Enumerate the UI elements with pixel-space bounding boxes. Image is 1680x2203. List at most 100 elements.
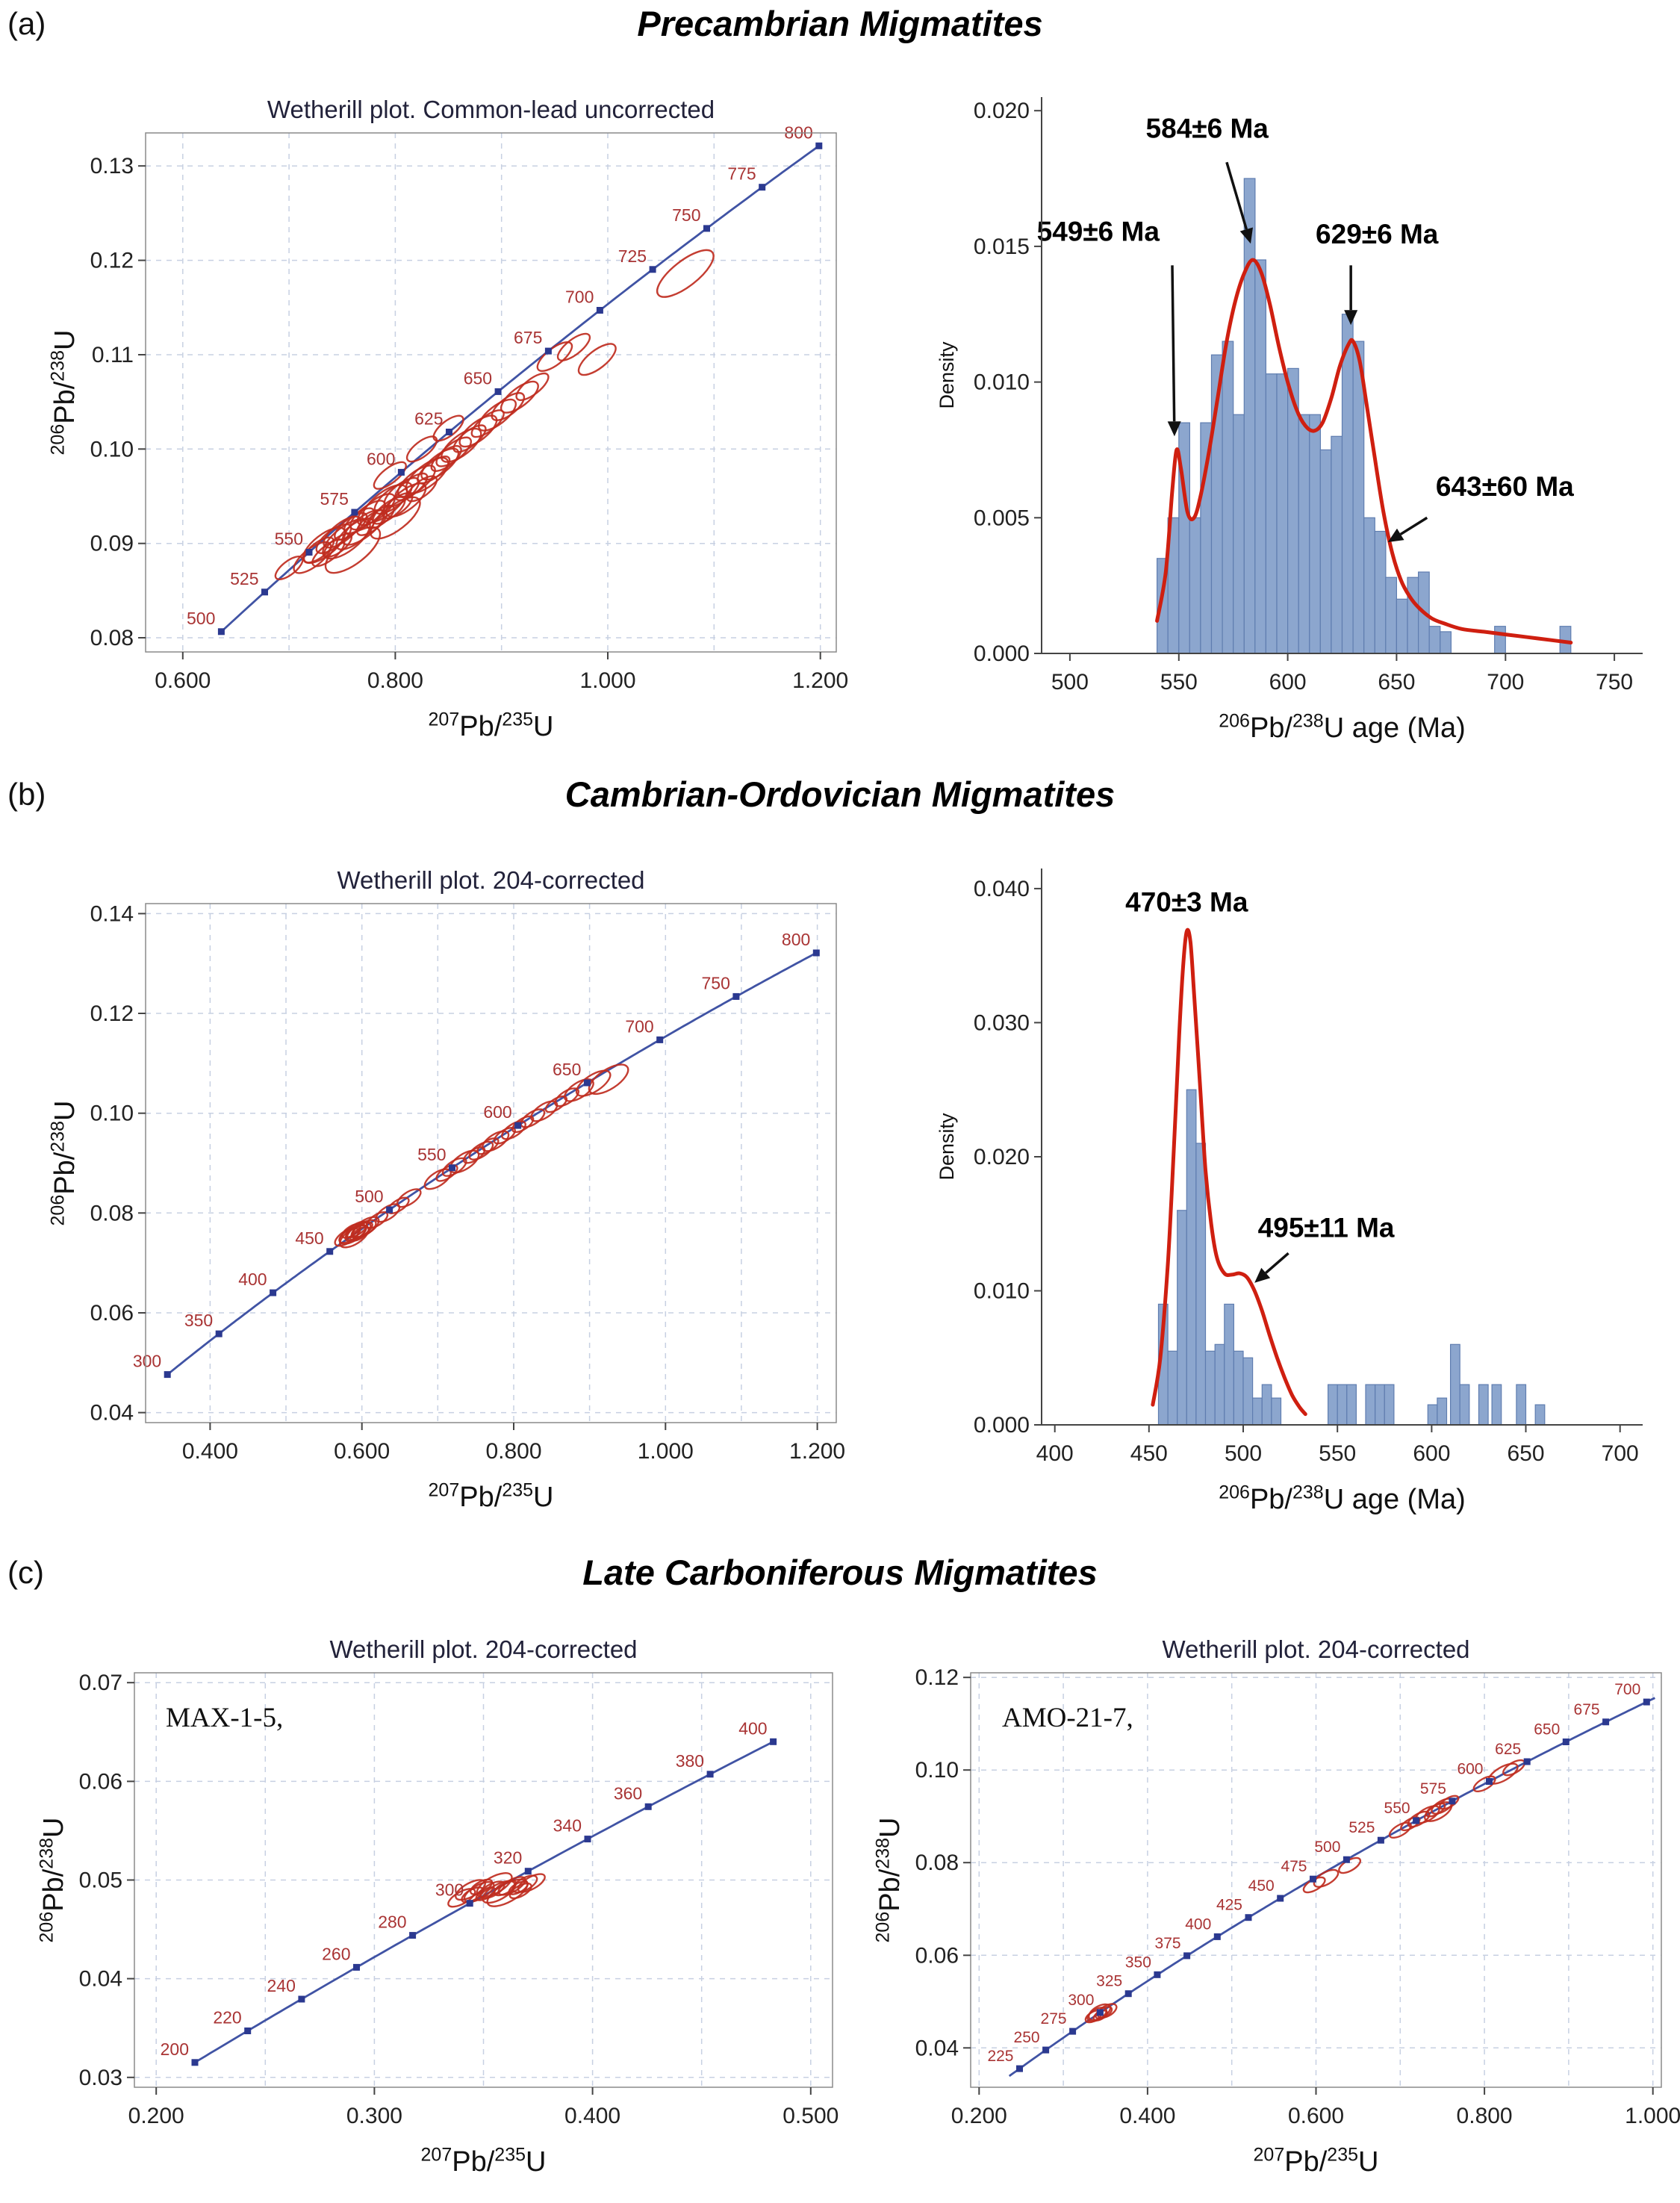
panel-title-late-carboniferous: Late Carboniferous Migmatites [582,1553,1098,1592]
svg-text:200: 200 [161,2039,189,2059]
svg-text:584±6 Ma: 584±6 Ma [1146,114,1269,144]
svg-text:350: 350 [1125,1954,1151,1971]
svg-text:470±3 Ma: 470±3 Ma [1125,886,1248,917]
svg-text:500: 500 [355,1187,383,1206]
svg-text:600: 600 [1457,1761,1483,1778]
y-axis-label: 206Pb/238U [47,330,81,456]
wetherill-plot-max-1-5: 200 220 240 260 280 300 320 340 360 380 400 Wetheri… [30,1628,851,2199]
svg-text:400: 400 [1036,1441,1074,1466]
svg-text:550: 550 [1384,1800,1410,1817]
chart-svg: 470±3 Ma 495±11 Ma 400 450 500 550 600 650 700 0.… [936,869,1643,1515]
svg-text:643±60 Ma: 643±60 Ma [1436,471,1574,502]
svg-text:0.020: 0.020 [974,1145,1030,1169]
svg-text:0.03: 0.03 [79,2066,122,2090]
svg-text:450: 450 [1248,1877,1275,1895]
error-ellipses-layer [274,249,715,580]
wetherill-plot-precambrian: 500 525 550 575 600 625 650 675 700 725 750 775 800 W… [41,88,855,764]
svg-text:0.08: 0.08 [915,1851,959,1875]
x-axis-label: 207Pb/235U [429,1479,554,1513]
wetherill-plot-cambrian-ordovician: 300 350 400 450 500 550 600 650 700 750 800 Wetheri… [41,859,855,1535]
svg-text:300: 300 [133,1352,161,1371]
svg-text:525: 525 [1348,1819,1375,1836]
svg-text:700: 700 [1487,670,1524,695]
svg-text:275: 275 [1041,2010,1067,2028]
svg-text:650: 650 [1507,1441,1544,1466]
x-axis-label: 207Pb/235U [1254,2144,1379,2178]
svg-text:0.200: 0.200 [951,2104,1007,2128]
chart-svg: 300 350 400 450 500 550 600 650 700 750 800 Wetheri… [47,866,846,1513]
svg-text:400: 400 [738,1718,767,1738]
svg-text:0.200: 0.200 [128,2104,184,2128]
svg-text:550: 550 [275,529,303,549]
svg-text:0.12: 0.12 [90,249,134,273]
svg-text:0.800: 0.800 [485,1439,541,1464]
svg-text:0.05: 0.05 [79,1868,122,1893]
svg-text:0.04: 0.04 [915,2036,959,2060]
axis-ticks-layer: 500 550 600 650 700 750 0.000 0.005 0.010 0.015 0.… [974,99,1633,695]
svg-text:0.005: 0.005 [974,506,1030,530]
svg-text:400: 400 [238,1270,267,1289]
x-axis-label: 206Pb/238U age (Ma) [1219,1482,1466,1515]
svg-text:0.10: 0.10 [90,1102,134,1126]
svg-text:550: 550 [1319,1441,1356,1466]
svg-text:0.09: 0.09 [90,532,134,556]
svg-text:0.020: 0.020 [974,99,1030,123]
svg-text:600: 600 [483,1102,511,1122]
plot-title: Wetherill plot. 204-corrected [329,1635,637,1663]
svg-text:1.200: 1.200 [789,1439,845,1464]
svg-text:0.06: 0.06 [79,1769,122,1794]
svg-text:675: 675 [514,328,542,347]
svg-text:0.015: 0.015 [974,234,1030,259]
y-axis-label: 206Pb/238U [47,1101,81,1226]
svg-text:600: 600 [1413,1441,1450,1466]
svg-text:650: 650 [1534,1721,1560,1739]
svg-text:0.08: 0.08 [90,626,134,650]
axis-ticks-layer: 0.200 0.300 0.400 0.500 0.03 0.04 0.05 0.06 0.07 [79,1671,839,2128]
svg-text:0.800: 0.800 [367,668,423,693]
axis-ticks-layer: 0.400 0.600 0.800 1.000 1.200 0.04 0.06 0.08 0.1… [90,901,846,1464]
svg-text:300: 300 [435,1880,464,1900]
svg-text:625: 625 [1495,1741,1521,1758]
x-axis-label: 207Pb/235U [429,709,554,742]
svg-text:600: 600 [1269,670,1307,695]
svg-text:525: 525 [230,569,258,588]
age-markers-layer: 300 350 400 450 500 550 600 650 700 750 800 [133,930,820,1379]
svg-text:549±6 Ma: 549±6 Ma [1037,217,1160,247]
svg-text:500: 500 [1051,670,1089,695]
svg-text:750: 750 [1596,670,1633,695]
svg-text:0.06: 0.06 [90,1301,134,1326]
svg-text:0.12: 0.12 [915,1665,959,1690]
svg-text:280: 280 [378,1913,406,1932]
svg-text:0.04: 0.04 [79,1967,122,1992]
svg-text:750: 750 [672,205,700,225]
chart-svg: 200 220 240 260 280 300 320 340 360 380 400 Wetheri… [36,1635,839,2178]
svg-text:300: 300 [1068,1992,1094,2009]
age-density-plot-precambrian: 549±6 Ma 584±6 Ma 629±6 Ma 643±60 Ma 500 550 6… [922,71,1669,765]
svg-text:225: 225 [987,2048,1013,2065]
svg-text:0.12: 0.12 [90,1001,134,1026]
svg-text:800: 800 [782,930,810,949]
kde-curve [1151,928,1307,1417]
svg-text:0.040: 0.040 [974,877,1030,901]
sample-label: AMO-21-7, [1002,1703,1133,1733]
svg-text:320: 320 [494,1848,522,1868]
svg-text:0.08: 0.08 [90,1201,134,1225]
svg-text:650: 650 [464,368,492,388]
y-axis-label: 206Pb/238U [36,1818,69,1943]
svg-text:700: 700 [565,288,594,307]
svg-text:495±11 Ma: 495±11 Ma [1258,1213,1395,1243]
svg-text:1.000: 1.000 [579,668,635,693]
svg-text:0.10: 0.10 [915,1758,959,1783]
svg-text:0.010: 0.010 [974,370,1030,395]
svg-text:629±6 Ma: 629±6 Ma [1316,219,1439,249]
svg-text:0.06: 0.06 [915,1943,959,1968]
age-markers-layer: 200 220 240 260 280 300 320 340 360 380 400 [161,1718,777,2066]
panel-letter-c: (c) [7,1555,44,1590]
svg-text:775: 775 [727,164,756,184]
svg-text:240: 240 [267,1976,296,1995]
svg-text:0.500: 0.500 [783,2104,839,2128]
kde-curve [1155,258,1573,644]
